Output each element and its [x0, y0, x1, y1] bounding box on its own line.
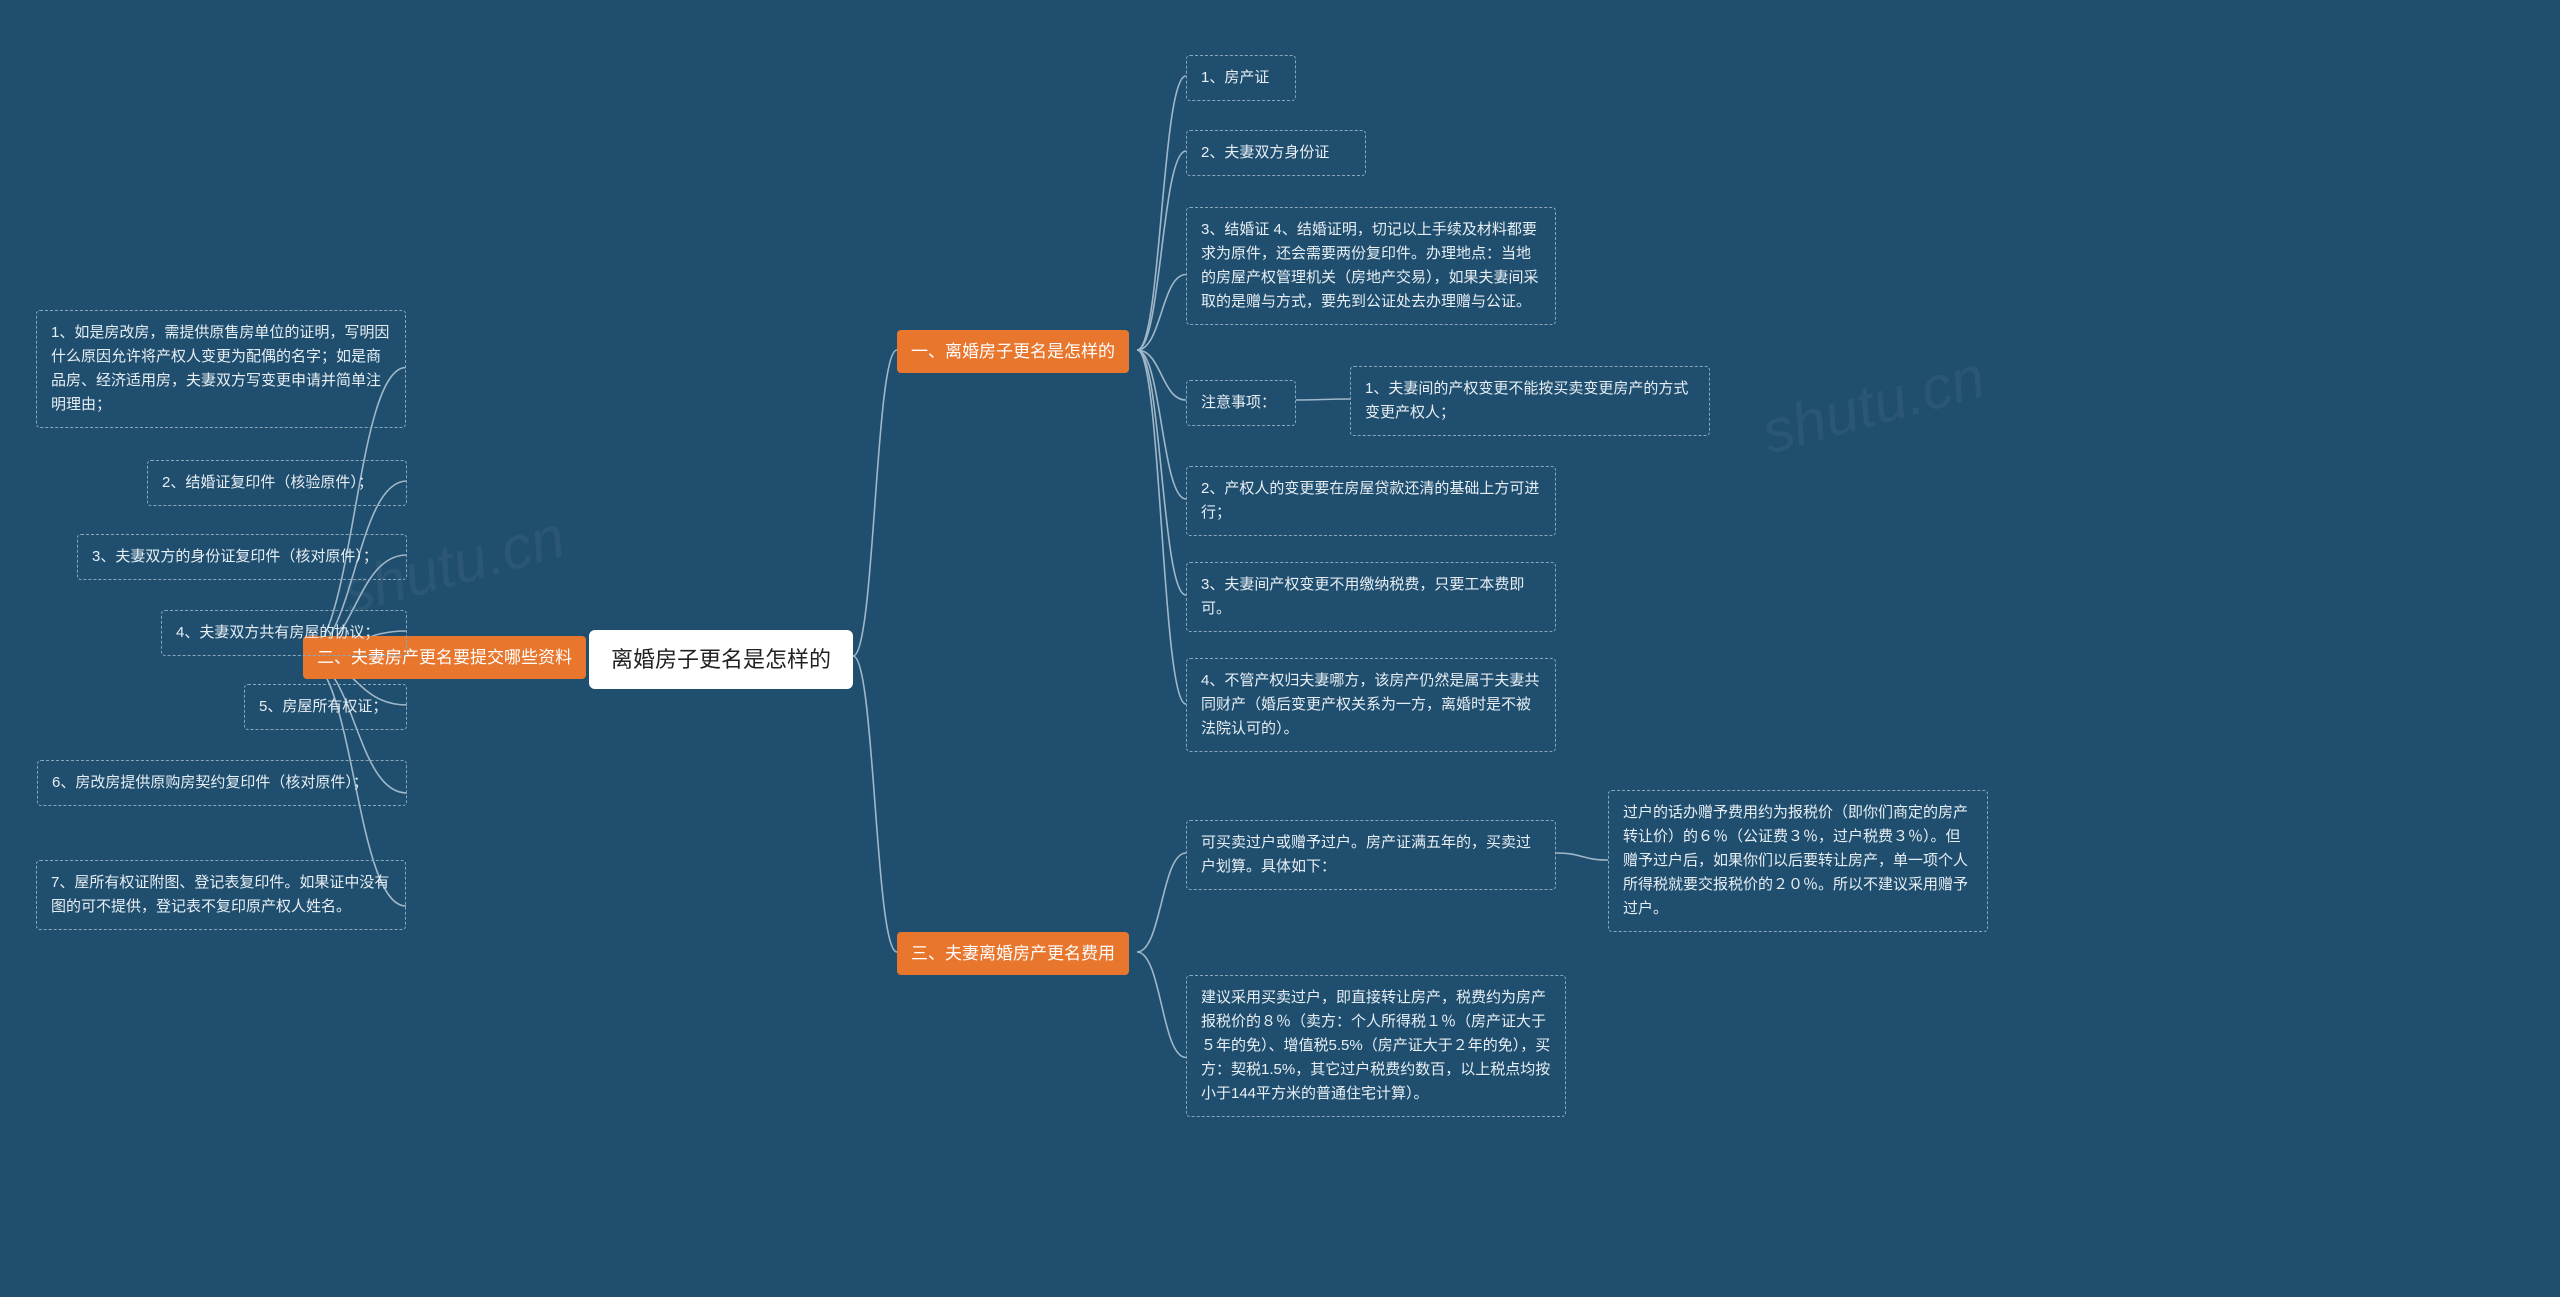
- leaf-b1c4: 注意事项：: [1186, 380, 1296, 426]
- branch-3: 三、夫妻离婚房产更名费用: [897, 932, 1129, 975]
- leaf-b2c6: 6、房改房提供原购房契约复印件（核对原件）；: [37, 760, 407, 806]
- leaf-b1c7: 4、不管产权归夫妻哪方，该房产仍然是属于夫妻共同财产（婚后变更产权关系为一方，离…: [1186, 658, 1556, 752]
- leaf-b2c1: 1、如是房改房，需提供原售房单位的证明，写明因什么原因允许将产权人变更为配偶的名…: [36, 310, 406, 428]
- leaf-b2c3: 3、夫妻双方的身份证复印件（核对原件）；: [77, 534, 407, 580]
- branch-1: 一、离婚房子更名是怎样的: [897, 330, 1129, 373]
- leaf-b1c2: 2、夫妻双方身份证: [1186, 130, 1366, 176]
- leaf-b3c1a: 过户的话办赠予费用约为报税价（即你们商定的房产转让价）的６％（公证费３％，过户税…: [1608, 790, 1988, 932]
- leaf-b2c4: 4、夫妻双方共有房屋的协议；: [161, 610, 407, 656]
- leaf-b1c4a: 1、夫妻间的产权变更不能按买卖变更房产的方式变更产权人；: [1350, 366, 1710, 436]
- leaf-b2c7: 7、屋所有权证附图、登记表复印件。如果证中没有图的可不提供，登记表不复印原产权人…: [36, 860, 406, 930]
- root-node: 离婚房子更名是怎样的: [589, 630, 853, 689]
- leaf-b1c6: 3、夫妻间产权变更不用缴纳税费，只要工本费即可。: [1186, 562, 1556, 632]
- leaf-b2c5: 5、房屋所有权证；: [244, 684, 407, 730]
- leaf-b2c2: 2、结婚证复印件（核验原件）；: [147, 460, 407, 506]
- leaf-b3c1: 可买卖过户或赠予过户。房产证满五年的，买卖过户划算。具体如下：: [1186, 820, 1556, 890]
- leaf-b1c1: 1、房产证: [1186, 55, 1296, 101]
- leaf-b1c5: 2、产权人的变更要在房屋贷款还清的基础上方可进行；: [1186, 466, 1556, 536]
- watermark: shutu.cn: [1755, 342, 1992, 467]
- leaf-b1c3: 3、结婚证 4、结婚证明，切记以上手续及材料都要求为原件，还会需要两份复印件。办…: [1186, 207, 1556, 325]
- leaf-b3c2: 建议采用买卖过户，即直接转让房产，税费约为房产报税价的８％（卖方：个人所得税１％…: [1186, 975, 1566, 1117]
